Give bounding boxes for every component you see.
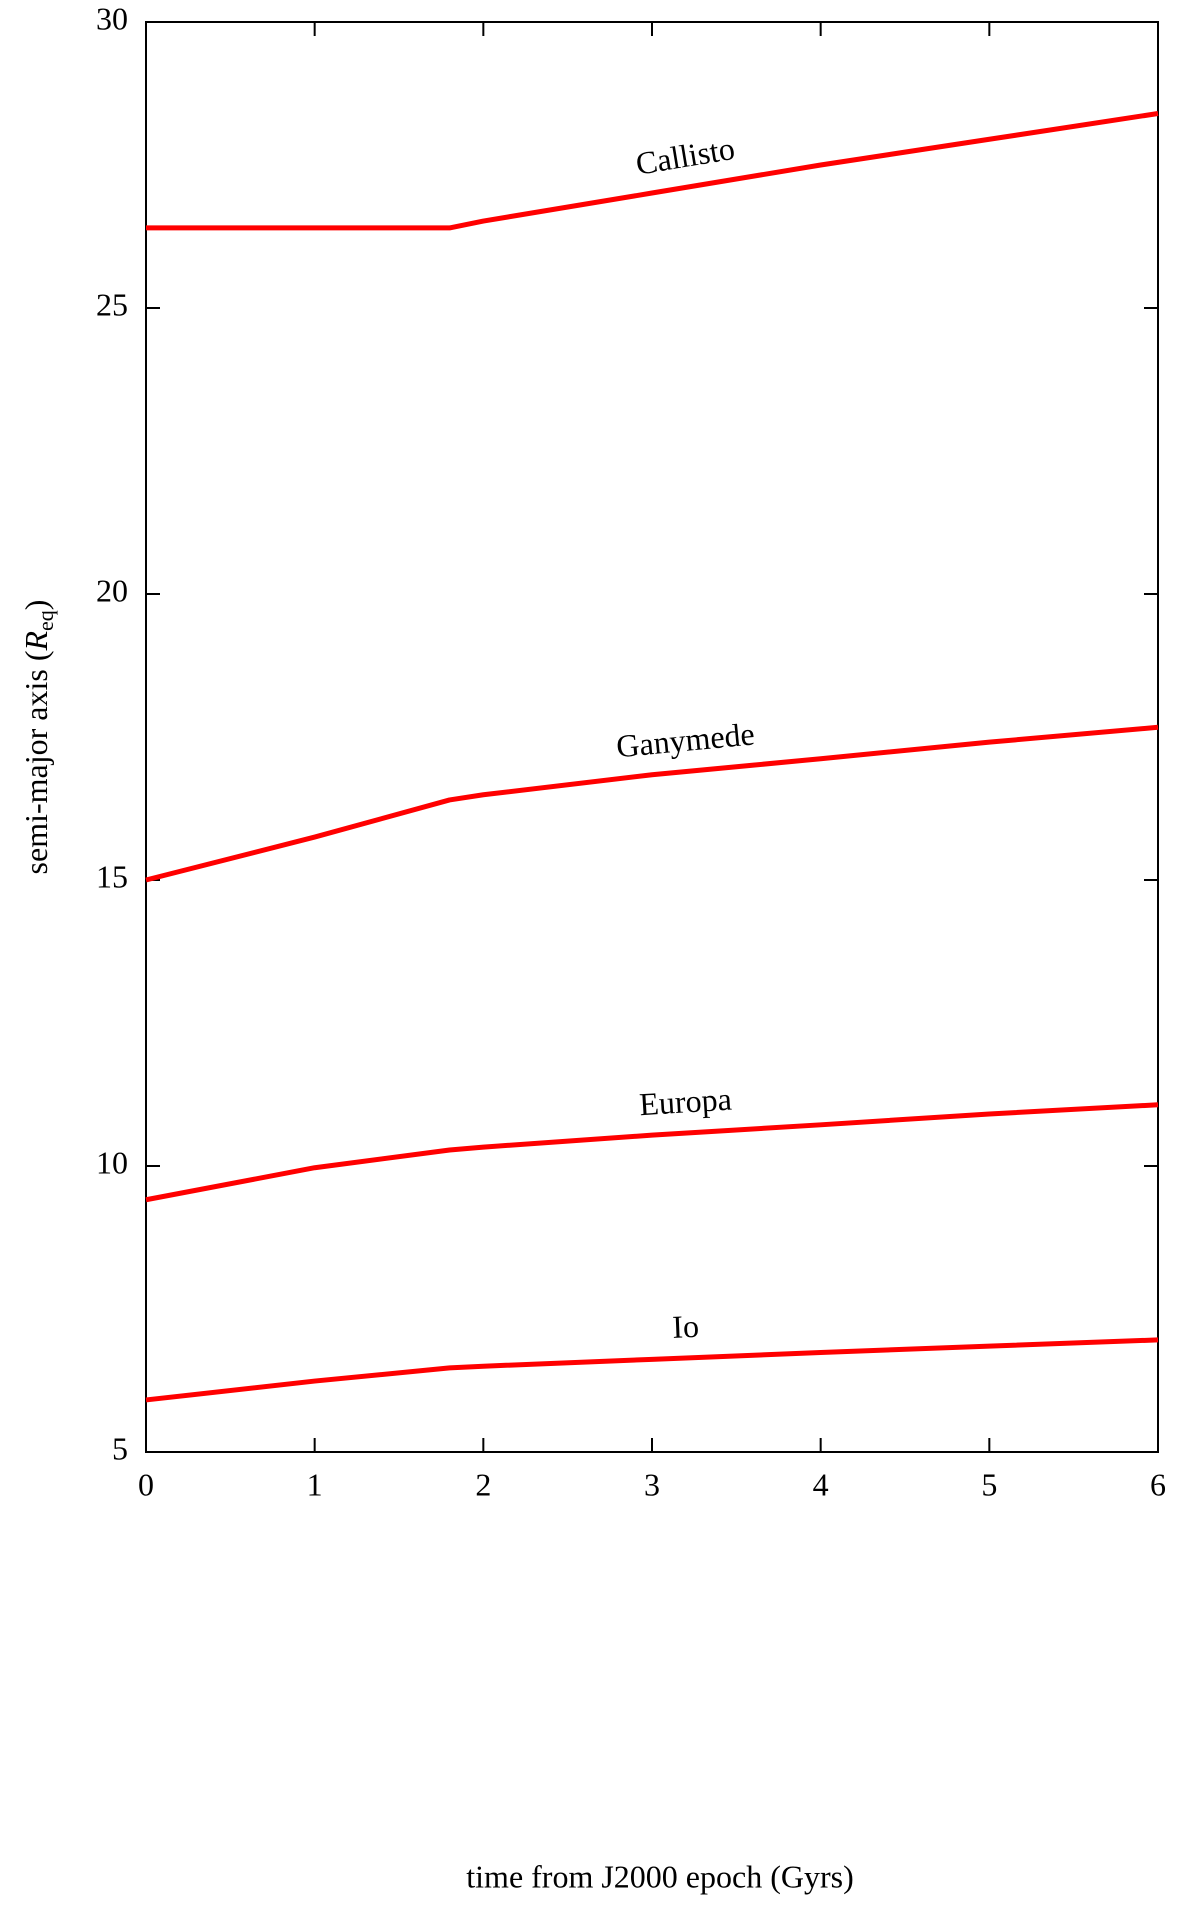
y-label-subscript: eq: [33, 610, 58, 631]
x-axis-label: time from J2000 epoch (Gyrs): [466, 1858, 853, 1894]
x-tick-label: 3: [644, 1466, 660, 1502]
y-tick-label: 20: [96, 572, 128, 608]
y-tick-label: 30: [96, 0, 128, 36]
y-tick-label: 5: [112, 1430, 128, 1466]
y-axis-label: semi-major axis (Req): [18, 600, 58, 875]
series-label: Callisto: [633, 130, 737, 182]
x-tick-label: 6: [1150, 1466, 1166, 1502]
y-label-symbol: R: [18, 631, 54, 652]
y-label-text: semi-major axis (: [18, 651, 54, 875]
series-label: Europa: [638, 1081, 732, 1123]
x-tick-label: 4: [813, 1466, 829, 1502]
x-tick-label: 5: [981, 1466, 997, 1502]
x-tick-label: 2: [475, 1466, 491, 1502]
y-tick-label: 15: [96, 858, 128, 894]
y-tick-label: 10: [96, 1144, 128, 1180]
y-label-close: ): [18, 600, 54, 611]
series-line: [145, 724, 1159, 883]
series-line: [145, 1337, 1159, 1403]
series-label: Io: [672, 1308, 700, 1345]
series-line: [145, 1102, 1159, 1203]
y-tick-label: 25: [96, 286, 128, 322]
series-label: Ganymede: [615, 715, 756, 764]
x-tick-label: 1: [307, 1466, 323, 1502]
series-line: [146, 111, 1159, 231]
x-tick-label: 0: [138, 1466, 154, 1502]
